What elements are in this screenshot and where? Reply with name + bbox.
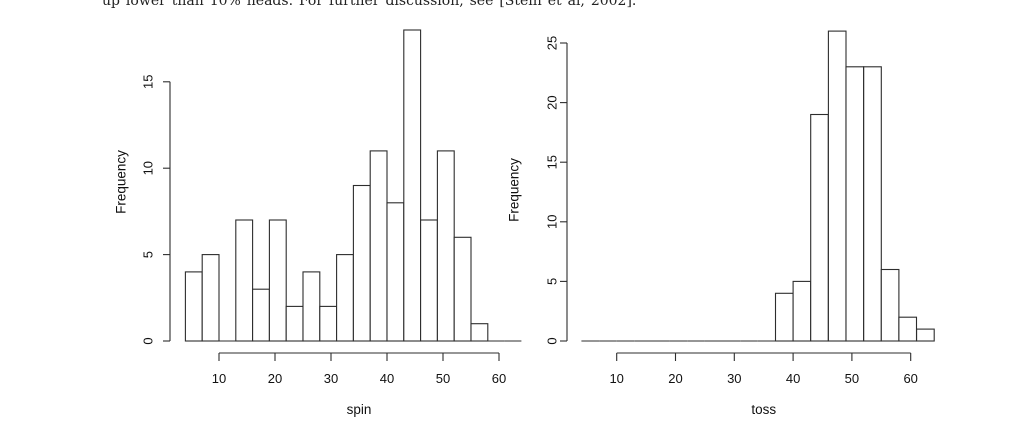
y-axis-title: Frequency xyxy=(114,150,129,214)
y-tick-label: 0 xyxy=(545,337,560,344)
y-tick-label: 5 xyxy=(141,251,156,258)
histogram-bar xyxy=(184,271,203,342)
histogram-bar xyxy=(302,271,321,342)
y-tick-label: 25 xyxy=(545,36,560,50)
histogram-bar xyxy=(235,219,254,342)
histogram-bar xyxy=(845,66,865,342)
y-tick-label: 5 xyxy=(545,278,560,285)
clipped-paragraph-text: up lower than 10% heads. For further dis… xyxy=(102,0,637,8)
histogram-bar xyxy=(252,288,270,342)
histogram-bar xyxy=(403,29,422,342)
x-tick-label: 50 xyxy=(436,371,450,386)
histogram-bar xyxy=(453,236,472,342)
histogram-bar xyxy=(369,150,388,342)
y-tick-label: 10 xyxy=(141,161,156,175)
x-axis-title: spin xyxy=(347,402,372,417)
toss-histogram-figure: 0 5 10 15 20 25 10 20 30 40 50 60 Frequency toss xyxy=(490,10,970,430)
histogram-bar xyxy=(810,113,829,342)
x-tick-label: 40 xyxy=(380,371,394,386)
spin-histogram-svg: 0 5 10 15 10 20 30 40 50 60 Frequency spin xyxy=(114,29,522,417)
y-tick-label: 20 xyxy=(545,95,560,109)
histogram-bar xyxy=(268,219,287,342)
histogram-bar xyxy=(470,323,489,342)
x-tick-label: 60 xyxy=(492,371,506,386)
x-tick-label: 40 xyxy=(786,371,800,386)
histogram-bar xyxy=(916,328,935,342)
histogram-bar xyxy=(774,292,794,342)
histogram-bar xyxy=(898,316,918,342)
x-tick-label: 10 xyxy=(212,371,226,386)
x-axis-title: toss xyxy=(751,402,776,417)
y-tick-label: 15 xyxy=(545,155,560,169)
x-tick-label: 20 xyxy=(268,371,282,386)
histogram-bar xyxy=(863,66,882,342)
histogram-bar xyxy=(319,305,338,342)
y-axis-title: Frequency xyxy=(507,158,522,222)
histogram-bar xyxy=(386,202,405,342)
spin-histogram-figure: 0 5 10 15 10 20 30 40 50 60 Frequency spin xyxy=(95,10,527,430)
histogram-bar xyxy=(285,305,304,342)
x-tick-label: 50 xyxy=(845,371,859,386)
x-tick-label: 10 xyxy=(609,371,623,386)
histogram-bar xyxy=(336,254,354,342)
histogram-bar xyxy=(201,254,220,342)
histogram-bar xyxy=(792,280,812,342)
x-tick-label: 20 xyxy=(668,371,682,386)
toss-histogram-svg: 0 5 10 15 20 25 10 20 30 40 50 60 Frequency toss xyxy=(507,30,935,417)
y-tick-label: 10 xyxy=(545,215,560,229)
histogram-bar xyxy=(436,150,455,342)
histogram-bar xyxy=(827,30,847,342)
histogram-bar xyxy=(420,219,438,342)
x-tick-label: 30 xyxy=(727,371,741,386)
x-tick-label: 60 xyxy=(903,371,917,386)
histogram-bar xyxy=(352,184,371,342)
clipped-paragraph: up lower than 10% heads. For further dis… xyxy=(102,0,708,8)
y-tick-label: 15 xyxy=(141,75,156,89)
histogram-bar xyxy=(880,268,900,342)
x-tick-label: 30 xyxy=(324,371,338,386)
y-tick-label: 0 xyxy=(141,337,156,344)
